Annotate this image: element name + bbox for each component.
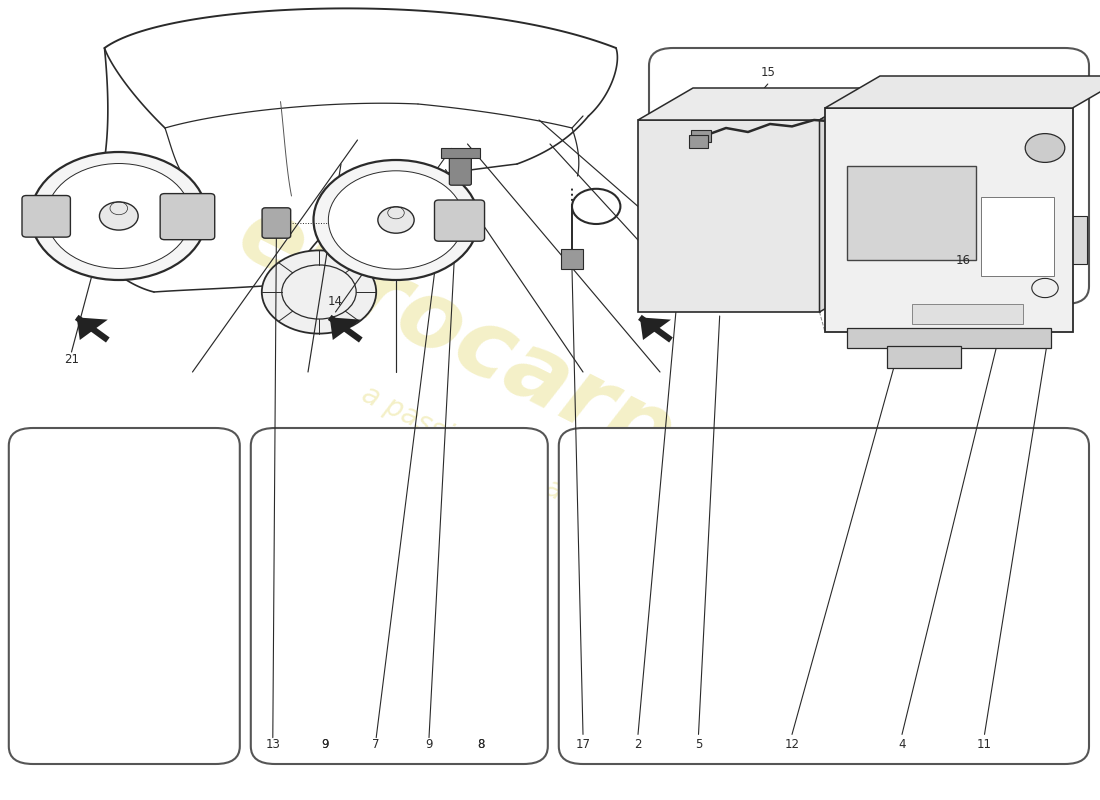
Text: 8: 8 <box>477 738 484 750</box>
Polygon shape <box>825 76 1100 108</box>
Bar <box>847 166 976 260</box>
Bar <box>977 284 1058 308</box>
Bar <box>638 120 820 312</box>
FancyBboxPatch shape <box>440 149 480 158</box>
Circle shape <box>314 160 478 280</box>
Polygon shape <box>820 88 874 312</box>
FancyBboxPatch shape <box>251 428 548 764</box>
Polygon shape <box>638 88 875 120</box>
FancyBboxPatch shape <box>449 150 471 186</box>
Text: 7: 7 <box>373 738 380 750</box>
Bar <box>968 112 1067 288</box>
Polygon shape <box>640 318 671 340</box>
Bar <box>689 135 708 148</box>
Polygon shape <box>330 318 361 340</box>
FancyBboxPatch shape <box>161 194 214 240</box>
Bar <box>561 249 583 269</box>
Circle shape <box>1025 134 1065 162</box>
Bar <box>825 108 1072 332</box>
Text: 9: 9 <box>321 738 328 750</box>
Text: 21: 21 <box>64 354 79 366</box>
Circle shape <box>378 206 415 234</box>
Bar <box>981 197 1054 276</box>
Text: 4: 4 <box>899 738 905 750</box>
Circle shape <box>46 163 191 269</box>
Bar <box>887 346 961 368</box>
FancyBboxPatch shape <box>434 200 484 242</box>
Text: 16: 16 <box>956 254 971 266</box>
Text: 8: 8 <box>477 738 484 750</box>
Circle shape <box>31 152 207 280</box>
FancyBboxPatch shape <box>22 195 70 237</box>
Text: a passion for parts since 1985: a passion for parts since 1985 <box>356 380 744 596</box>
FancyBboxPatch shape <box>649 48 1089 304</box>
Text: 9: 9 <box>321 738 328 750</box>
Bar <box>1067 216 1087 264</box>
Circle shape <box>99 202 139 230</box>
Circle shape <box>262 250 376 334</box>
FancyBboxPatch shape <box>559 428 1089 764</box>
Text: 17: 17 <box>575 738 591 750</box>
Text: 12: 12 <box>784 738 800 750</box>
FancyBboxPatch shape <box>847 328 1050 348</box>
Text: 9: 9 <box>426 738 432 750</box>
Text: 2: 2 <box>635 738 641 750</box>
Circle shape <box>405 181 431 200</box>
Text: 13: 13 <box>265 738 280 750</box>
Circle shape <box>329 170 464 269</box>
Text: 5: 5 <box>695 738 702 750</box>
Bar <box>912 304 1023 324</box>
Text: eurocarparts: eurocarparts <box>222 186 878 582</box>
FancyBboxPatch shape <box>262 208 290 238</box>
Bar <box>691 130 711 142</box>
Text: 15: 15 <box>760 66 775 78</box>
Text: 11: 11 <box>977 738 992 750</box>
FancyBboxPatch shape <box>9 428 240 764</box>
Polygon shape <box>77 318 108 340</box>
Text: 14: 14 <box>328 295 343 308</box>
